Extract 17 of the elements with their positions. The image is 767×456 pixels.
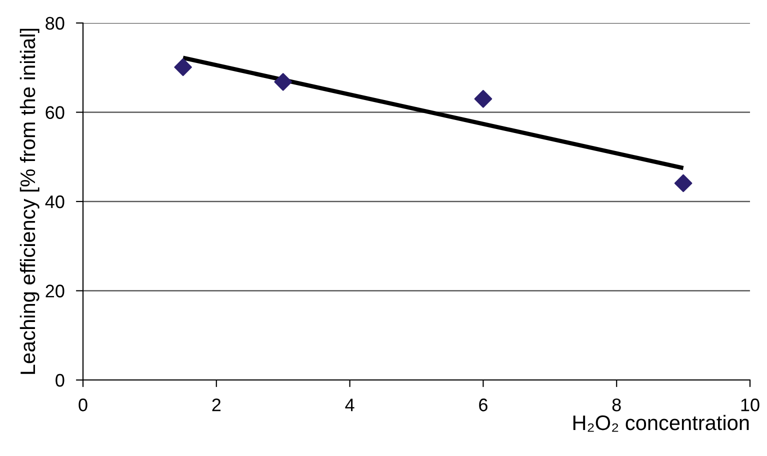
y-tick-label: 0 <box>56 374 64 387</box>
point <box>174 58 192 76</box>
x-tick-label: 0 <box>78 398 88 412</box>
y-tick-label: 60 <box>46 106 64 119</box>
x-tick-label: 8 <box>612 398 621 412</box>
x-tick-label: 2 <box>212 398 221 412</box>
y-tick-label: 20 <box>46 284 64 298</box>
x-axis-title: H₂O₂ concentration <box>573 414 749 432</box>
point <box>474 90 492 108</box>
x-tick-label: 4 <box>345 398 354 412</box>
y-axis-title: Leaching efficiency [% from the initial] <box>20 28 40 374</box>
x-tick-label: 10 <box>741 398 760 412</box>
y-tick-label: 40 <box>45 195 64 208</box>
point <box>674 174 692 192</box>
x-tick-label: 6 <box>479 398 488 412</box>
point <box>274 72 292 91</box>
y-tick-label: 80 <box>46 16 64 30</box>
